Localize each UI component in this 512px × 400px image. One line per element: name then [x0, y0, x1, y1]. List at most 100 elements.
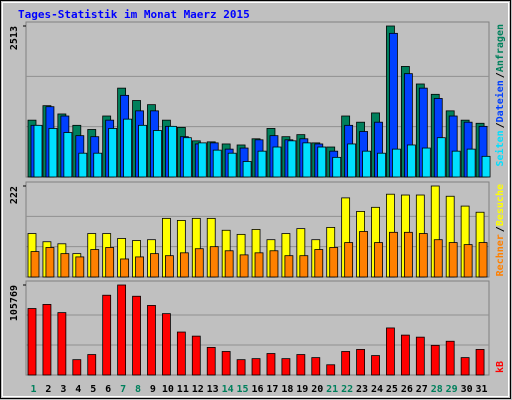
- x-tick-label: 26: [401, 384, 413, 395]
- legend-entry: Rechner: [495, 234, 506, 276]
- x-tick-label: 22: [341, 384, 353, 395]
- bar: [406, 144, 416, 178]
- bar: [224, 250, 234, 278]
- bar: [418, 233, 428, 278]
- bar: [475, 349, 485, 376]
- frame-bevel: [2, 2, 509, 397]
- bar: [132, 295, 141, 376]
- bar: [63, 132, 73, 178]
- bar: [42, 304, 52, 376]
- bar: [284, 255, 294, 278]
- bar: [341, 351, 351, 376]
- x-tick-label: 25: [386, 384, 398, 395]
- bar: [326, 364, 336, 376]
- legend-entry: Dateien: [494, 80, 506, 122]
- bar: [460, 357, 470, 376]
- bar: [433, 239, 443, 278]
- bar: [60, 253, 70, 278]
- bar: [362, 150, 371, 178]
- bar: [105, 247, 115, 278]
- bar: [400, 334, 410, 376]
- y-tick-label: 105769: [9, 285, 20, 321]
- legend-entry: Seiten: [494, 130, 506, 166]
- bar: [147, 305, 156, 376]
- bar: [377, 152, 386, 178]
- x-tick-label: 27: [416, 384, 428, 395]
- x-tick-label: 21: [326, 384, 338, 395]
- bar: [299, 255, 309, 278]
- bar: [371, 355, 380, 376]
- x-tick-label: 6: [105, 384, 111, 395]
- bar: [227, 152, 237, 178]
- bar: [27, 308, 37, 376]
- x-tick-label: 10: [162, 384, 174, 395]
- bar: [481, 155, 491, 178]
- bar: [356, 349, 365, 376]
- bar: [162, 313, 171, 376]
- bar: [272, 146, 282, 178]
- bar: [242, 161, 252, 178]
- legend-separator: /: [495, 226, 506, 232]
- bar: [78, 152, 88, 178]
- bar: [117, 284, 127, 376]
- legend-entry: Anfragen: [495, 24, 506, 72]
- bar: [108, 128, 118, 178]
- x-tick-label: 5: [90, 384, 96, 395]
- bar: [374, 242, 383, 278]
- bar: [448, 242, 458, 278]
- x-tick-label: 16: [251, 384, 263, 395]
- bar: [311, 357, 321, 376]
- bar: [329, 247, 339, 278]
- legend-entry: kB: [495, 361, 506, 373]
- bar: [57, 312, 67, 376]
- bar: [150, 253, 159, 278]
- bar: [93, 152, 103, 178]
- x-tick-label: 14: [222, 384, 234, 395]
- bar: [257, 150, 267, 178]
- bar: [236, 359, 246, 376]
- bar: [436, 137, 446, 178]
- bar: [33, 124, 43, 178]
- bar: [179, 252, 189, 278]
- bar: [254, 252, 264, 278]
- bar: [287, 140, 297, 178]
- bar: [314, 249, 324, 278]
- x-tick-label: 30: [461, 384, 473, 395]
- y-tick-label: 2513: [9, 26, 20, 50]
- bar: [165, 255, 174, 278]
- bar: [102, 294, 112, 376]
- x-tick-label: 24: [371, 384, 383, 395]
- x-tick-label: 28: [431, 384, 443, 395]
- x-tick-label: 4: [75, 384, 81, 395]
- x-tick-label: 18: [281, 384, 293, 395]
- bar: [45, 247, 55, 278]
- bar: [120, 258, 130, 278]
- bar: [281, 358, 291, 376]
- bar: [359, 231, 368, 278]
- bar: [332, 156, 342, 178]
- bar: [386, 327, 395, 376]
- bar: [48, 128, 58, 178]
- bar: [191, 335, 201, 376]
- bar: [251, 358, 261, 376]
- bar: [463, 244, 473, 278]
- y-tick-label: 222: [9, 186, 20, 204]
- bar: [302, 142, 312, 178]
- bar: [30, 251, 40, 278]
- bar: [123, 118, 133, 178]
- x-tick-label: 29: [446, 384, 458, 395]
- bar: [296, 354, 306, 376]
- bar: [451, 150, 461, 178]
- x-tick-label: 9: [150, 384, 156, 395]
- bar: [317, 146, 327, 178]
- bar: [197, 142, 207, 178]
- legend-entry: Besuche: [495, 184, 506, 226]
- bar: [347, 143, 357, 178]
- bar: [209, 246, 219, 278]
- x-tick-label: 17: [266, 384, 278, 395]
- bar: [344, 242, 354, 278]
- bar: [176, 331, 186, 376]
- x-tick-label: 8: [135, 384, 141, 395]
